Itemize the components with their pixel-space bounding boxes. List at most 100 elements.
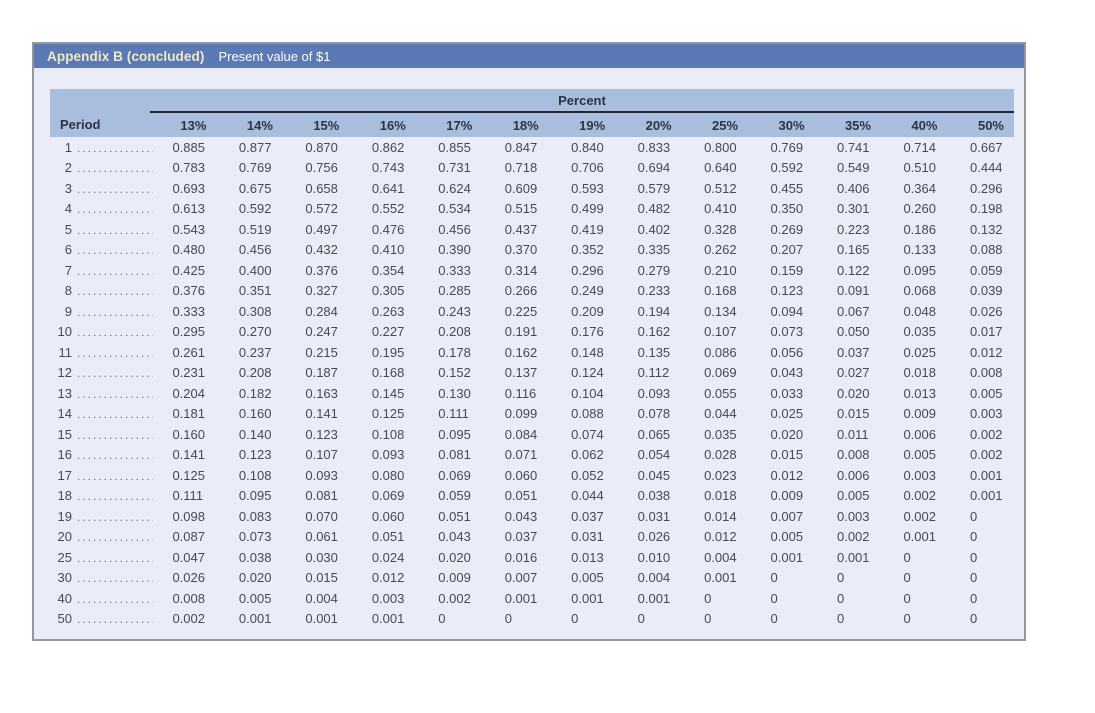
value-cell: 0.437: [482, 219, 548, 240]
period-number: 1: [64, 139, 72, 155]
present-value-factor: 0.800: [704, 139, 737, 155]
present-value-factor: 0.020: [836, 385, 870, 401]
value-cell: 0.009: [881, 404, 947, 425]
present-value-factor: 0.094: [770, 303, 804, 319]
value-cell: 0: [947, 547, 1014, 568]
present-value-factor: 0: [970, 590, 978, 606]
present-value-factor: 0: [970, 549, 978, 565]
value-cell: 0.002: [815, 527, 881, 548]
present-value-factor: 0.069: [438, 467, 471, 483]
value-cell: 0.068: [881, 281, 947, 302]
present-value-factor: 0.572: [305, 201, 338, 217]
present-value-factor: 0.208: [238, 365, 272, 381]
value-cell: 0.024: [349, 547, 415, 568]
value-cell: 0.132: [947, 219, 1014, 240]
present-value-factor: 0.862: [371, 139, 405, 155]
present-value-factor: 0.107: [704, 324, 737, 340]
period-number: 4: [64, 201, 72, 217]
value-cell: 0.640: [682, 158, 748, 179]
present-value-factor: 0.148: [571, 344, 604, 360]
value-cell: 0.123: [748, 281, 814, 302]
value-cell: 0.031: [549, 527, 615, 548]
present-value-factor: 0.081: [438, 447, 471, 463]
value-cell: 0.223: [815, 219, 881, 240]
present-value-factor: 0.002: [970, 426, 1003, 442]
period-cell: 16......................................…: [50, 445, 153, 466]
present-value-factor: 0.279: [637, 262, 671, 278]
dot-leader: ........................................…: [77, 284, 153, 299]
present-value-factor: 0.044: [571, 488, 604, 504]
present-value-factor: 0.088: [970, 242, 1003, 258]
value-cell: 0.187: [283, 363, 349, 384]
present-value-factor: 0.098: [172, 508, 205, 524]
value-cell: 0.209: [549, 301, 615, 322]
value-cell: 0.038: [615, 486, 681, 507]
present-value-factor: 0.011: [836, 426, 869, 442]
present-value-factor: 0.592: [238, 201, 272, 217]
present-value-factor: 0.756: [305, 160, 338, 176]
period-number: 7: [64, 262, 72, 278]
present-value-factor: 0.055: [704, 385, 737, 401]
value-cell: 0.694: [615, 158, 681, 179]
present-value-factor: 0.070: [305, 508, 338, 524]
value-cell: 0.008: [947, 363, 1014, 384]
present-value-factor: 0.073: [770, 324, 804, 340]
period-cell: 20......................................…: [50, 527, 153, 548]
value-cell: 0.045: [615, 465, 681, 486]
value-cell: 0.035: [682, 424, 748, 445]
period-cell: 40......................................…: [50, 588, 153, 609]
present-value-factor: 0.037: [504, 529, 538, 545]
value-cell: 0.031: [615, 506, 681, 527]
present-value-factor: 0.001: [704, 570, 737, 586]
period-number: 3: [64, 180, 72, 196]
present-value-table: Percent Period 13% 14% 15% 16% 17% 18% 19% 20% 2…: [50, 89, 1014, 629]
value-cell: 0.069: [682, 363, 748, 384]
present-value-factor: 0.333: [172, 303, 205, 319]
value-cell: 0.231: [150, 363, 216, 384]
value-cell: 0: [881, 588, 947, 609]
present-value-factor: 0.001: [371, 611, 405, 627]
value-cell: 0.002: [947, 445, 1014, 466]
present-value-factor: 0.783: [172, 160, 205, 176]
value-cell: 0.549: [815, 158, 881, 179]
value-cell: 0.073: [216, 527, 282, 548]
present-value-factor: 0.004: [305, 590, 338, 606]
present-value-factor: 0.009: [903, 406, 936, 422]
value-cell: 0.091: [815, 281, 881, 302]
present-value-factor: 0.001: [970, 488, 1003, 504]
dot-leader: ........................................…: [77, 202, 153, 217]
value-cell: 0.050: [815, 322, 881, 343]
value-cell: 0.125: [150, 465, 216, 486]
present-value-factor: 0.125: [371, 406, 405, 422]
present-value-factor: 0.130: [438, 385, 471, 401]
present-value-factor: 0.001: [238, 611, 272, 627]
table-row: 17......................................…: [50, 465, 1014, 486]
value-cell: 0.402: [615, 219, 681, 240]
value-cell: 0: [682, 588, 748, 609]
period-number: 13: [57, 385, 72, 401]
value-cell: 0.001: [283, 609, 349, 630]
present-value-factor: 0.847: [504, 139, 538, 155]
present-value-factor: 0.003: [371, 590, 405, 606]
present-value-factor: 0.181: [172, 406, 205, 422]
present-value-factor: 0.162: [504, 344, 538, 360]
period-number: 9: [64, 303, 72, 319]
value-cell: 0.243: [416, 301, 482, 322]
present-value-factor: 0.004: [637, 570, 671, 586]
value-cell: 0.020: [815, 383, 881, 404]
value-cell: 0.260: [881, 199, 947, 220]
period-cell: 5.......................................…: [50, 219, 153, 240]
present-value-factor: 0.543: [172, 221, 205, 237]
value-cell: 0.198: [947, 199, 1014, 220]
percent-column-header: 20%: [615, 112, 682, 137]
value-cell: 0.099: [482, 404, 548, 425]
value-cell: 0.159: [748, 260, 814, 281]
value-cell: 0.641: [349, 178, 415, 199]
present-value-factor: 0.510: [903, 160, 936, 176]
present-value-factor: 0.044: [704, 406, 737, 422]
value-cell: 0.195: [349, 342, 415, 363]
value-cell: 0.086: [682, 342, 748, 363]
value-cell: 0.176: [549, 322, 615, 343]
value-cell: 0.002: [947, 424, 1014, 445]
present-value-factor: 0.112: [637, 365, 670, 381]
